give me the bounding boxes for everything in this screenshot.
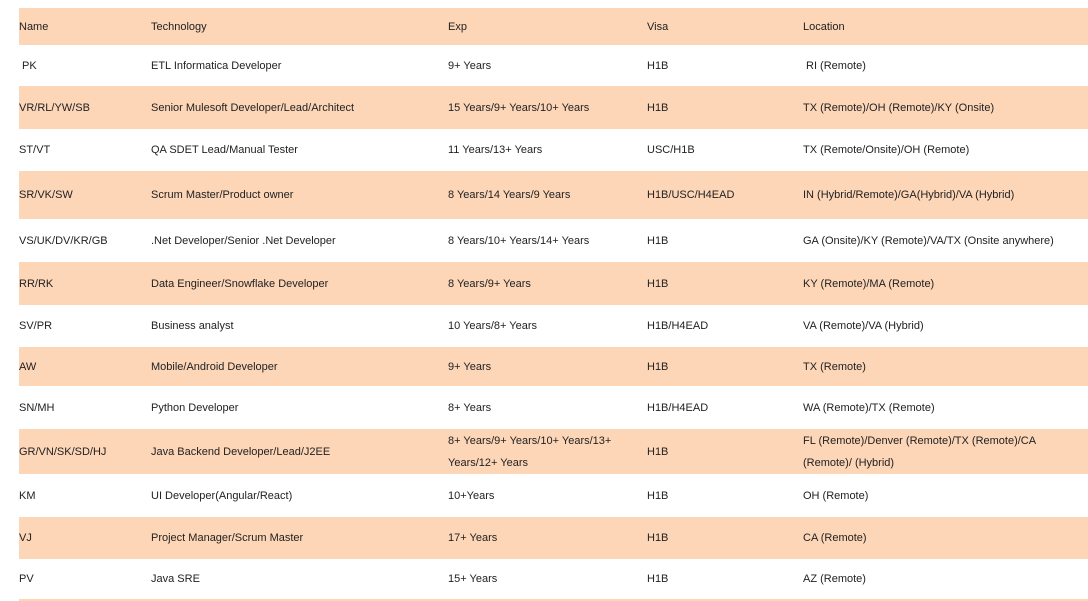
table-cell: VR/RL/YW/SB xyxy=(19,86,151,129)
table-cell: 9+ Years xyxy=(448,347,647,386)
table-cell: RR/RK xyxy=(19,262,151,305)
table-cell: SV/PR xyxy=(19,320,53,332)
header-cell: Location xyxy=(803,8,1088,45)
table-row: VR/RL/YW/SB Senior Mulesoft Developer/Lea… xyxy=(19,86,1088,129)
table-cell: 8+ Years/9+ Years/10+ Years/13+ Years/12… xyxy=(448,429,647,474)
table-cell: KY (Remote)/MA (Remote) xyxy=(803,262,1088,305)
table-cell: H1B xyxy=(647,489,669,502)
table-row: PK ETL Informatica Developer 9+ Years H1B RI… xyxy=(19,45,1088,86)
table-cell: TX (Remote) xyxy=(803,347,1088,386)
table-cell: KM xyxy=(19,489,36,502)
table-cell: H1B xyxy=(647,59,669,72)
table-cell: H1B xyxy=(647,347,803,386)
header-cell: Technology xyxy=(151,8,448,45)
table-row: VJ Project Manager/Scrum Master 17+ Years H… xyxy=(19,517,1088,559)
table-cell: Python Developer xyxy=(151,401,239,414)
table-cell: UI Developer(Angular/React) xyxy=(151,489,293,502)
table-cell: .Net Developer/Senior .Net Developer xyxy=(151,234,336,247)
table-cell: 11 Years/13+ Years xyxy=(448,144,543,156)
table-cell: H1B xyxy=(647,234,669,247)
table-cell: Data Engineer/Snowflake Developer xyxy=(151,262,448,305)
table-cell: VA (Remote)/VA (Hybrid) xyxy=(803,320,924,332)
table-cell: H1B/H4EAD xyxy=(647,401,709,414)
table-cell: VS/UK/DV/KR/GB xyxy=(19,234,108,247)
table-row: PV Java SRE 15+ Years H1B AZ (Remote) xyxy=(19,559,1088,599)
table-row: SV/PR Business analyst 10 Years/8+ Years H1… xyxy=(19,305,1088,347)
table-cell: H1B xyxy=(647,429,803,474)
table-cell: 10+Years xyxy=(448,489,495,502)
table-cell: 8 Years/9+ Years xyxy=(448,262,647,305)
table-cell: SR/VK/SW xyxy=(19,171,151,219)
table-cell: 9+ Years xyxy=(448,59,492,72)
table-row: ST/VT QA SDET Lead/Manual Tester 11 Years/… xyxy=(19,129,1088,171)
table-cell: 8+ Years xyxy=(448,401,492,414)
table-cell: H1B xyxy=(647,573,669,585)
table-cell: PV xyxy=(19,573,34,585)
table-cell: GA (Onsite)/KY (Remote)/VA/TX (Onsite an… xyxy=(803,234,1054,247)
table-cell: AZ (Remote) xyxy=(803,573,866,585)
table-cell: FL (Remote)/Denver (Remote)/TX (Remote)/… xyxy=(803,429,1088,474)
table-cell: USC/H1B xyxy=(647,144,695,156)
table-cell: H1B xyxy=(647,86,803,129)
table-cell: WA (Remote)/TX (Remote) xyxy=(803,401,935,414)
table-cell: AW xyxy=(19,347,151,386)
table-row: SR/VK/SW Scrum Master/Product owner 8 Year… xyxy=(19,171,1088,219)
bottom-border xyxy=(19,599,1088,601)
table-cell: Project Manager/Scrum Master xyxy=(151,517,448,559)
table-row: RR/RK Data Engineer/Snowflake Developer 8 … xyxy=(19,262,1088,305)
header-cell: Visa xyxy=(647,8,803,45)
table-cell: H1B/H4EAD xyxy=(647,320,709,332)
table-cell: CA (Remote) xyxy=(803,517,1088,559)
table-cell: IN (Hybrid/Remote)/GA(Hybrid)/VA (Hybrid… xyxy=(803,171,1088,219)
table-cell: TX (Remote/Onsite)/OH (Remote) xyxy=(803,144,970,156)
table-cell: 15+ Years xyxy=(448,573,498,585)
header-cell: Name xyxy=(19,8,151,45)
table-cell: RI (Remote) xyxy=(806,59,866,72)
table-cell: 8 Years/10+ Years/14+ Years xyxy=(448,234,590,247)
table-cell: 10 Years/8+ Years xyxy=(448,320,537,332)
table-cell: OH (Remote) xyxy=(803,489,869,502)
table-row: VS/UK/DV/KR/GB .Net Developer/Senior .Net… xyxy=(19,219,1088,262)
table-cell: TX (Remote)/OH (Remote)/KY (Onsite) xyxy=(803,86,1088,129)
table-cell: Scrum Master/Product owner xyxy=(151,171,448,219)
table-cell: Java SRE xyxy=(151,573,200,585)
table-cell: ST/VT xyxy=(19,144,51,156)
table-row: SN/MH Python Developer 8+ Years H1B/H4EAD WA… xyxy=(19,386,1088,429)
table-cell: H1B xyxy=(647,262,803,305)
table-cell: 15 Years/9+ Years/10+ Years xyxy=(448,86,647,129)
table-cell: Java Backend Developer/Lead/J2EE xyxy=(151,429,448,474)
table-cell: 8 Years/14 Years/9 Years xyxy=(448,171,647,219)
table-cell: GR/VN/SK/SD/HJ xyxy=(19,429,151,474)
table-row: AW Mobile/Android Developer 9+ Years H1B TX … xyxy=(19,347,1088,386)
table-cell: ETL Informatica Developer xyxy=(151,59,282,72)
table-cell: VJ xyxy=(19,517,151,559)
table-cell: Business analyst xyxy=(151,320,234,332)
table-cell: 17+ Years xyxy=(448,517,647,559)
table-cell: H1B xyxy=(647,517,803,559)
table-cell: PK xyxy=(22,59,37,72)
candidate-table: Name Technology Exp Visa Location PK ETL Info… xyxy=(19,8,1088,599)
header-row: Name Technology Exp Visa Location xyxy=(19,8,1088,45)
table-row: KM UI Developer(Angular/React) 10+Years H1B… xyxy=(19,474,1088,517)
table-cell: QA SDET Lead/Manual Tester xyxy=(151,144,298,156)
header-cell: Exp xyxy=(448,8,647,45)
table-cell: Mobile/Android Developer xyxy=(151,347,448,386)
table-row: GR/VN/SK/SD/HJ Java Backend Developer/Lea… xyxy=(19,429,1088,474)
table-cell: H1B/USC/H4EAD xyxy=(647,171,803,219)
table-cell: SN/MH xyxy=(19,401,55,414)
table-cell: Senior Mulesoft Developer/Lead/Architect xyxy=(151,86,448,129)
